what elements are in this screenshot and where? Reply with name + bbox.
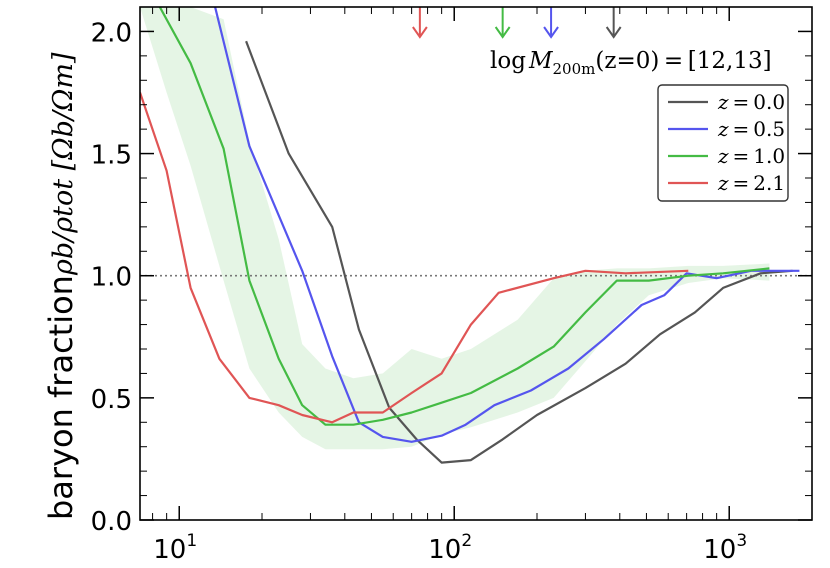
legend-entry-2: z = 1.0 [668, 144, 785, 168]
legend-label-3: z = 2.1 [717, 171, 785, 195]
arrow-layer [412, 7, 622, 39]
x-tick-label-2: 103 [703, 531, 747, 564]
y-axis-label: baryon fraction ρb/ρtot [Ωb/Ωm] [42, 52, 80, 520]
band-layer [140, 7, 770, 450]
mass-arrow-head-1 [494, 26, 511, 39]
legend-entry-1: z = 0.5 [668, 117, 785, 141]
legend-label-1: z = 0.5 [717, 117, 785, 141]
mass-arrow-3 [605, 7, 622, 39]
tick-layer: 0.0 0.5 1.0 1.5 2.0 101 102 103 [91, 7, 813, 565]
legend-label-0: z = 0.0 [717, 90, 785, 114]
mass-arrow-head-3 [605, 26, 622, 39]
annotation: log M200m(z=0) = [12,13] [490, 48, 772, 78]
annotation-prefix: log [490, 48, 526, 74]
annotation-m: M [528, 48, 554, 74]
series-line-2 [158, 7, 770, 426]
x-tick-label-1: 102 [428, 531, 472, 564]
legend-entry-0: z = 0.0 [668, 90, 785, 114]
series-line-3 [140, 92, 689, 424]
series-line-1 [214, 7, 800, 443]
legend-label-2: z = 1.0 [717, 144, 785, 168]
legend: z = 0.0 z = 0.5 z = 1.0 z = 2.1 [657, 84, 789, 202]
y-axis-label-math: ρb/ρtot [Ωb/Ωm] [48, 52, 79, 276]
y-tick-label-2: 1.0 [91, 263, 132, 293]
series-layer [140, 7, 800, 464]
mass-arrow-0 [412, 7, 428, 39]
y-axis-label-text: baryon fraction [42, 275, 80, 520]
mass-arrow-head-2 [543, 26, 559, 39]
legend-box [657, 84, 789, 202]
annotation-sub: 200m [553, 60, 596, 78]
y-tick-label-0: 0.0 [91, 507, 132, 537]
mass-arrow-1 [494, 7, 511, 39]
y-tick-label-1: 0.5 [91, 385, 132, 415]
annotation-rest: (z=0) = [12,13] [595, 48, 771, 74]
plot-frame [139, 6, 813, 521]
mass-arrow-head-0 [412, 26, 428, 39]
series-line-0 [245, 40, 793, 464]
legend-entry-3: z = 2.1 [668, 171, 785, 195]
scatter-band-z1 [140, 7, 770, 450]
y-tick-label-3: 1.5 [91, 141, 132, 171]
x-tick-label-0: 101 [153, 531, 197, 564]
mass-arrow-2 [543, 7, 559, 39]
y-tick-label-4: 2.0 [91, 18, 132, 48]
